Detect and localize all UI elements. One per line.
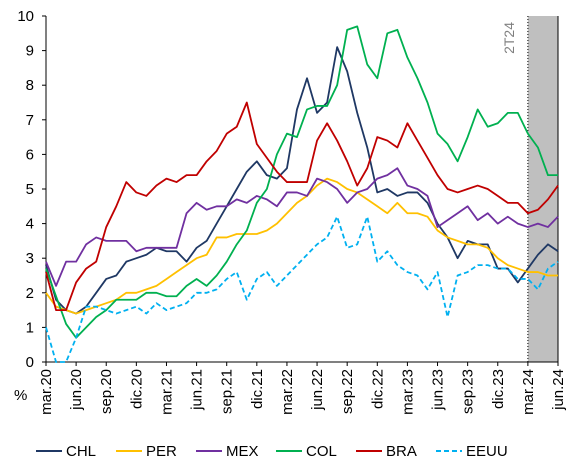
- x-tick-label: mar.21: [158, 369, 175, 415]
- x-tick-label: jun.22: [309, 369, 326, 411]
- x-tick-label: dic.22: [369, 369, 386, 409]
- x-tick-label: dic.20: [128, 369, 145, 409]
- series-line: [45, 177, 558, 315]
- legend-label: PER: [146, 443, 177, 460]
- series-line: [45, 25, 558, 339]
- x-tick-label: dic.23: [490, 369, 507, 409]
- y-tick-label: 10: [17, 8, 34, 25]
- y-tick-label: 7: [26, 112, 34, 129]
- x-tick-label: mar.22: [279, 369, 296, 415]
- legend-label: CHL: [66, 443, 96, 460]
- series-line: [45, 101, 559, 311]
- legend-label: BRA: [386, 443, 417, 460]
- series-line: [45, 167, 559, 287]
- y-tick-label: 2: [26, 285, 34, 302]
- y-tick-label: 1: [26, 319, 34, 336]
- x-tick-label: jun.21: [189, 369, 206, 411]
- y-tick-label: 4: [26, 216, 34, 233]
- shaded-period: [527, 16, 558, 362]
- x-tick-label: sep.20: [98, 369, 115, 414]
- shade-label: 2T24: [501, 22, 517, 54]
- y-tick-label: 5: [26, 181, 34, 198]
- x-tick-label: sep.21: [219, 369, 236, 414]
- x-tick-label: sep.23: [460, 369, 477, 414]
- y-tick-label: 0: [26, 354, 34, 371]
- legend-label: EEUU: [466, 443, 508, 460]
- x-tick-label: sep.22: [339, 369, 356, 414]
- x-tick-label: mar.20: [38, 369, 55, 415]
- x-tick-label: dic.21: [249, 369, 266, 409]
- x-tick-label: mar.24: [520, 369, 537, 415]
- series-line: [45, 46, 559, 315]
- x-tick-label: mar.23: [399, 369, 416, 415]
- y-unit: %: [14, 387, 27, 404]
- x-tick-label: jun.23: [430, 369, 447, 411]
- y-tick-label: 3: [26, 250, 34, 267]
- legend-label: COL: [306, 443, 337, 460]
- y-tick-label: 9: [26, 43, 34, 60]
- x-tick-label: jun.24: [550, 369, 567, 411]
- series-line: [45, 215, 559, 363]
- y-tick-label: 8: [26, 77, 34, 94]
- x-tick-label: jun.20: [68, 369, 85, 411]
- y-tick-label: 6: [26, 146, 34, 163]
- legend-label: MEX: [226, 443, 259, 460]
